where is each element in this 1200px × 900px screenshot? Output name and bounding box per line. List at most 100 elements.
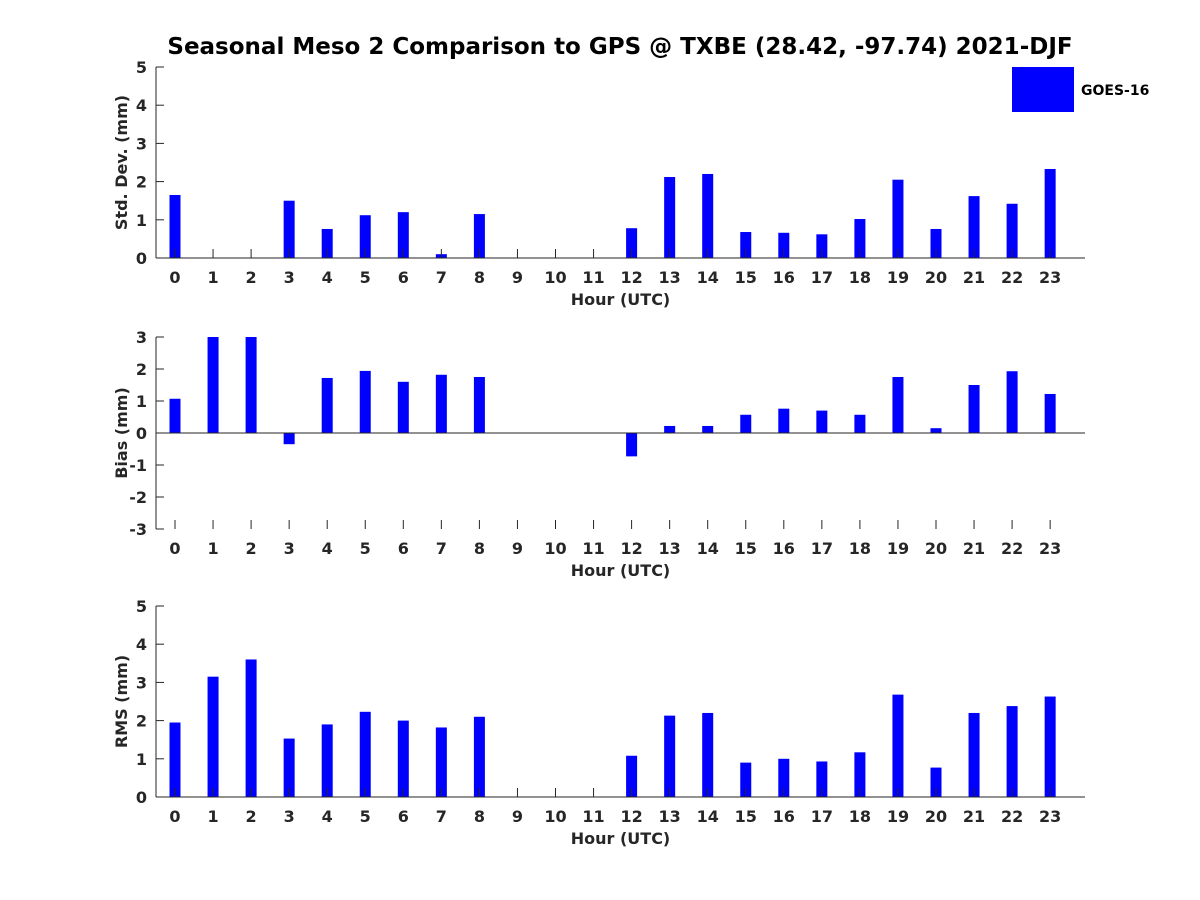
legend-label: GOES-16 — [1081, 83, 1149, 99]
rms-x-tick-label: 3 — [284, 807, 295, 826]
std-dev-x-tick-label: 17 — [811, 268, 833, 287]
std-dev-x-tick-label: 6 — [398, 268, 409, 287]
std-dev-y-tick-label: 3 — [136, 134, 147, 153]
rms-bar-7 — [435, 727, 447, 797]
chart-title: Seasonal Meso 2 Comparison to GPS @ TXBE… — [167, 34, 1072, 60]
std-dev-y-axis-label: Std. Dev. (mm) — [112, 95, 131, 230]
bias-x-tick-label: 5 — [360, 539, 371, 558]
rms-y-tick-label: 3 — [136, 673, 147, 692]
bias-bar-5 — [359, 370, 371, 433]
bias-y-tick-label: -3 — [129, 520, 147, 539]
std-dev-bar-5 — [359, 215, 371, 258]
rms-x-tick-label: 5 — [360, 807, 371, 826]
std-dev-bar-13 — [664, 177, 676, 258]
bias-x-tick-label: 19 — [887, 539, 909, 558]
std-dev-bar-6 — [397, 212, 409, 258]
bias-bar-2 — [245, 337, 257, 433]
rms-x-tick-label: 16 — [773, 807, 795, 826]
rms-bar-8 — [473, 716, 485, 797]
rms-bar-15 — [740, 762, 752, 797]
bias-bar-4 — [321, 377, 333, 433]
rms-x-axis-label: Hour (UTC) — [571, 829, 671, 848]
rms-bar-3 — [283, 738, 295, 797]
std-dev-bar-17 — [816, 234, 828, 258]
bias-x-tick-label: 6 — [398, 539, 409, 558]
rms-y-tick-label: 0 — [136, 788, 147, 807]
rms-x-tick-label: 21 — [963, 807, 985, 826]
bias-x-tick-label: 13 — [659, 539, 681, 558]
bias-x-tick-label: 9 — [512, 539, 523, 558]
rms-bar-2 — [245, 659, 257, 797]
bias-bar-15 — [740, 414, 752, 433]
std-dev-x-tick-label: 22 — [1001, 268, 1023, 287]
bias-x-tick-label: 17 — [811, 539, 833, 558]
bias-x-tick-label: 4 — [322, 539, 333, 558]
std-dev-bar-12 — [626, 228, 638, 258]
bias-bar-16 — [778, 408, 790, 433]
std-dev-x-tick-label: 5 — [360, 268, 371, 287]
rms-bar-21 — [968, 712, 980, 797]
std-dev-x-tick-label: 3 — [284, 268, 295, 287]
bias-y-tick-label: 0 — [136, 424, 147, 443]
bias-x-tick-label: 2 — [246, 539, 257, 558]
bias-bar-21 — [968, 385, 980, 433]
std-dev-x-tick-label: 1 — [207, 268, 218, 287]
bias-x-axis-label: Hour (UTC) — [571, 561, 671, 580]
bias-bar-0 — [169, 398, 181, 433]
std-dev-y-tick-label: 1 — [136, 211, 147, 230]
rms-x-tick-label: 15 — [735, 807, 757, 826]
std-dev-x-tick-label: 10 — [544, 268, 566, 287]
bias-bar-8 — [473, 377, 485, 433]
bias-bar-13 — [664, 425, 676, 433]
bias-y-tick-label: 1 — [136, 392, 147, 411]
legend-swatch — [1012, 67, 1074, 112]
rms-x-tick-label: 23 — [1039, 807, 1061, 826]
std-dev-x-tick-label: 2 — [246, 268, 257, 287]
std-dev-bar-3 — [283, 200, 295, 258]
bias-x-tick-label: 22 — [1001, 539, 1023, 558]
bias-bar-19 — [892, 377, 904, 433]
bias-y-tick-label: 2 — [136, 360, 147, 379]
std-dev-x-tick-label: 12 — [620, 268, 642, 287]
std-dev-x-tick-label: 13 — [659, 268, 681, 287]
bias-bar-1 — [207, 337, 219, 433]
rms-x-tick-label: 10 — [544, 807, 566, 826]
std-dev-x-tick-label: 23 — [1039, 268, 1061, 287]
std-dev-x-axis-label: Hour (UTC) — [571, 290, 671, 309]
rms-x-tick-label: 19 — [887, 807, 909, 826]
rms-x-tick-label: 12 — [620, 807, 642, 826]
bias-bar-18 — [854, 414, 866, 433]
std-dev-bar-15 — [740, 232, 752, 258]
rms-x-tick-label: 13 — [659, 807, 681, 826]
bias-bar-7 — [435, 374, 447, 433]
std-dev-x-tick-label: 15 — [735, 268, 757, 287]
bias-x-tick-label: 15 — [735, 539, 757, 558]
std-dev-bar-8 — [473, 214, 485, 258]
rms-bar-14 — [702, 712, 714, 797]
rms-x-tick-label: 2 — [246, 807, 257, 826]
std-dev-bar-19 — [892, 179, 904, 258]
rms-bar-12 — [626, 755, 638, 797]
std-dev-bar-16 — [778, 232, 790, 258]
std-dev-bar-0 — [169, 194, 181, 258]
bias-bar-17 — [816, 410, 828, 433]
rms-bar-0 — [169, 722, 181, 797]
rms-x-tick-label: 8 — [474, 807, 485, 826]
rms-y-tick-label: 5 — [136, 597, 147, 616]
bias-bar-23 — [1044, 393, 1056, 433]
rms-x-tick-label: 7 — [436, 807, 447, 826]
std-dev-bar-21 — [968, 196, 980, 258]
rms-x-tick-label: 22 — [1001, 807, 1023, 826]
bias-x-tick-label: 0 — [169, 539, 180, 558]
rms-y-tick-label: 2 — [136, 712, 147, 731]
std-dev-x-tick-label: 4 — [322, 268, 333, 287]
std-dev-bar-14 — [702, 173, 714, 258]
std-dev-bar-22 — [1006, 203, 1018, 258]
bias-x-tick-label: 7 — [436, 539, 447, 558]
bias-x-tick-label: 23 — [1039, 539, 1061, 558]
rms-bar-20 — [930, 767, 942, 797]
